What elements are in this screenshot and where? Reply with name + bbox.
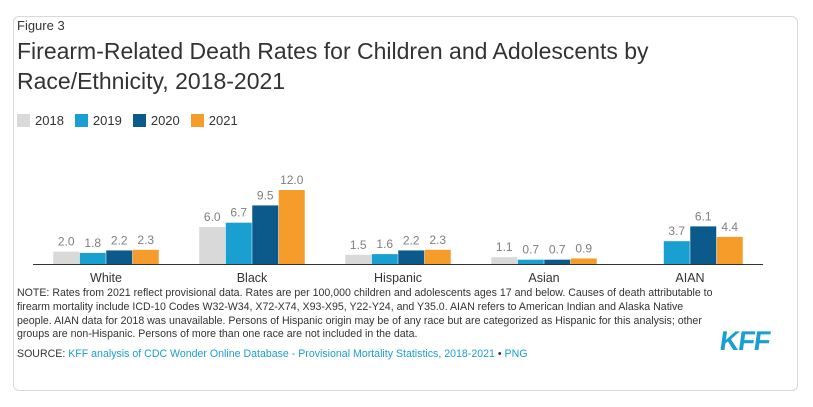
bar-white-2019 — [79, 252, 106, 264]
bar-black-2021 — [278, 190, 305, 264]
category-label-white: White — [90, 271, 122, 285]
legend-swatch-2021 — [190, 114, 204, 127]
data-label-aian-2020: 6.1 — [695, 209, 712, 223]
data-label-hispanic-2021: 2.3 — [429, 233, 446, 247]
bar-hispanic-2020 — [398, 250, 425, 264]
chart-title: Firearm-Related Death Rates for Children… — [17, 38, 649, 94]
data-label-white-2020: 2.2 — [111, 233, 128, 247]
bar-white-2018 — [53, 251, 80, 264]
bar-hispanic-2019 — [371, 254, 398, 264]
data-label-black-2019: 6.7 — [230, 206, 247, 220]
bar-white-2020 — [106, 250, 133, 264]
bar-asian-2018 — [491, 257, 518, 264]
data-label-asian-2021: 0.9 — [575, 241, 592, 255]
source-prefix: SOURCE: — [17, 348, 69, 360]
data-label-aian-2019: 3.7 — [668, 224, 685, 238]
data-label-black-2021: 12.0 — [280, 173, 304, 187]
bar-white-2021 — [132, 249, 159, 264]
bar-aian-2021 — [716, 236, 743, 264]
legend-label-2021: 2021 — [208, 113, 238, 128]
chart-note: NOTE: Rates from 2021 reflect provisiona… — [17, 287, 713, 341]
data-label-hispanic-2018: 1.5 — [350, 238, 367, 252]
bar-asian-2021 — [570, 258, 597, 264]
data-label-black-2018: 6.0 — [204, 210, 221, 224]
bar-black-2019 — [225, 222, 252, 264]
data-label-asian-2019: 0.7 — [522, 243, 539, 257]
data-label-aian-2021: 4.4 — [721, 220, 738, 234]
legend-item-2019: 2019 — [74, 113, 122, 128]
data-label-white-2018: 2.0 — [58, 235, 75, 249]
category-label-black: Black — [237, 271, 268, 285]
bar-asian-2019 — [517, 259, 544, 264]
legend-swatch-2019 — [74, 114, 88, 127]
legend-item-2018: 2018 — [17, 113, 64, 128]
bar-hispanic-2021 — [424, 249, 451, 264]
category-label-asian: Asian — [528, 271, 559, 285]
chart-source: SOURCE: KFF analysis of CDC Wonder Onlin… — [17, 348, 527, 360]
legend-label-2019: 2019 — [92, 113, 122, 128]
bar-hispanic-2018 — [345, 254, 372, 264]
bar-aian-2020 — [690, 226, 717, 264]
data-label-white-2021: 2.3 — [137, 233, 154, 247]
bar-black-2018 — [199, 227, 226, 264]
chart-legend: 2018 2019 2020 2021 — [17, 113, 249, 128]
bar-black-2020 — [252, 205, 279, 264]
legend-item-2020: 2020 — [132, 113, 180, 128]
source-link[interactable]: KFF analysis of CDC Wonder Online Databa… — [68, 348, 495, 360]
category-label-aian: AIAN — [675, 271, 704, 285]
data-label-black-2020: 9.5 — [257, 188, 274, 202]
legend-item-2021: 2021 — [190, 113, 238, 128]
figure-label: Figure 3 — [17, 18, 65, 33]
png-link[interactable]: PNG — [504, 348, 528, 360]
source-separator: • — [494, 348, 505, 360]
data-label-asian-2020: 0.7 — [549, 243, 566, 257]
data-label-asian-2018: 1.1 — [496, 240, 513, 254]
legend-swatch-2018 — [17, 114, 30, 127]
bar-asian-2020 — [544, 259, 571, 264]
legend-swatch-2020 — [132, 114, 146, 127]
kff-logo: KFF — [717, 326, 772, 356]
legend-label-2018: 2018 — [35, 113, 64, 128]
category-label-hispanic: Hispanic — [374, 271, 422, 285]
data-label-white-2019: 1.8 — [84, 236, 101, 250]
legend-label-2020: 2020 — [150, 113, 180, 128]
data-label-hispanic-2019: 1.6 — [376, 237, 393, 251]
bar-aian-2019 — [663, 241, 690, 264]
figure-card — [13, 16, 798, 391]
data-label-hispanic-2020: 2.2 — [403, 233, 420, 247]
